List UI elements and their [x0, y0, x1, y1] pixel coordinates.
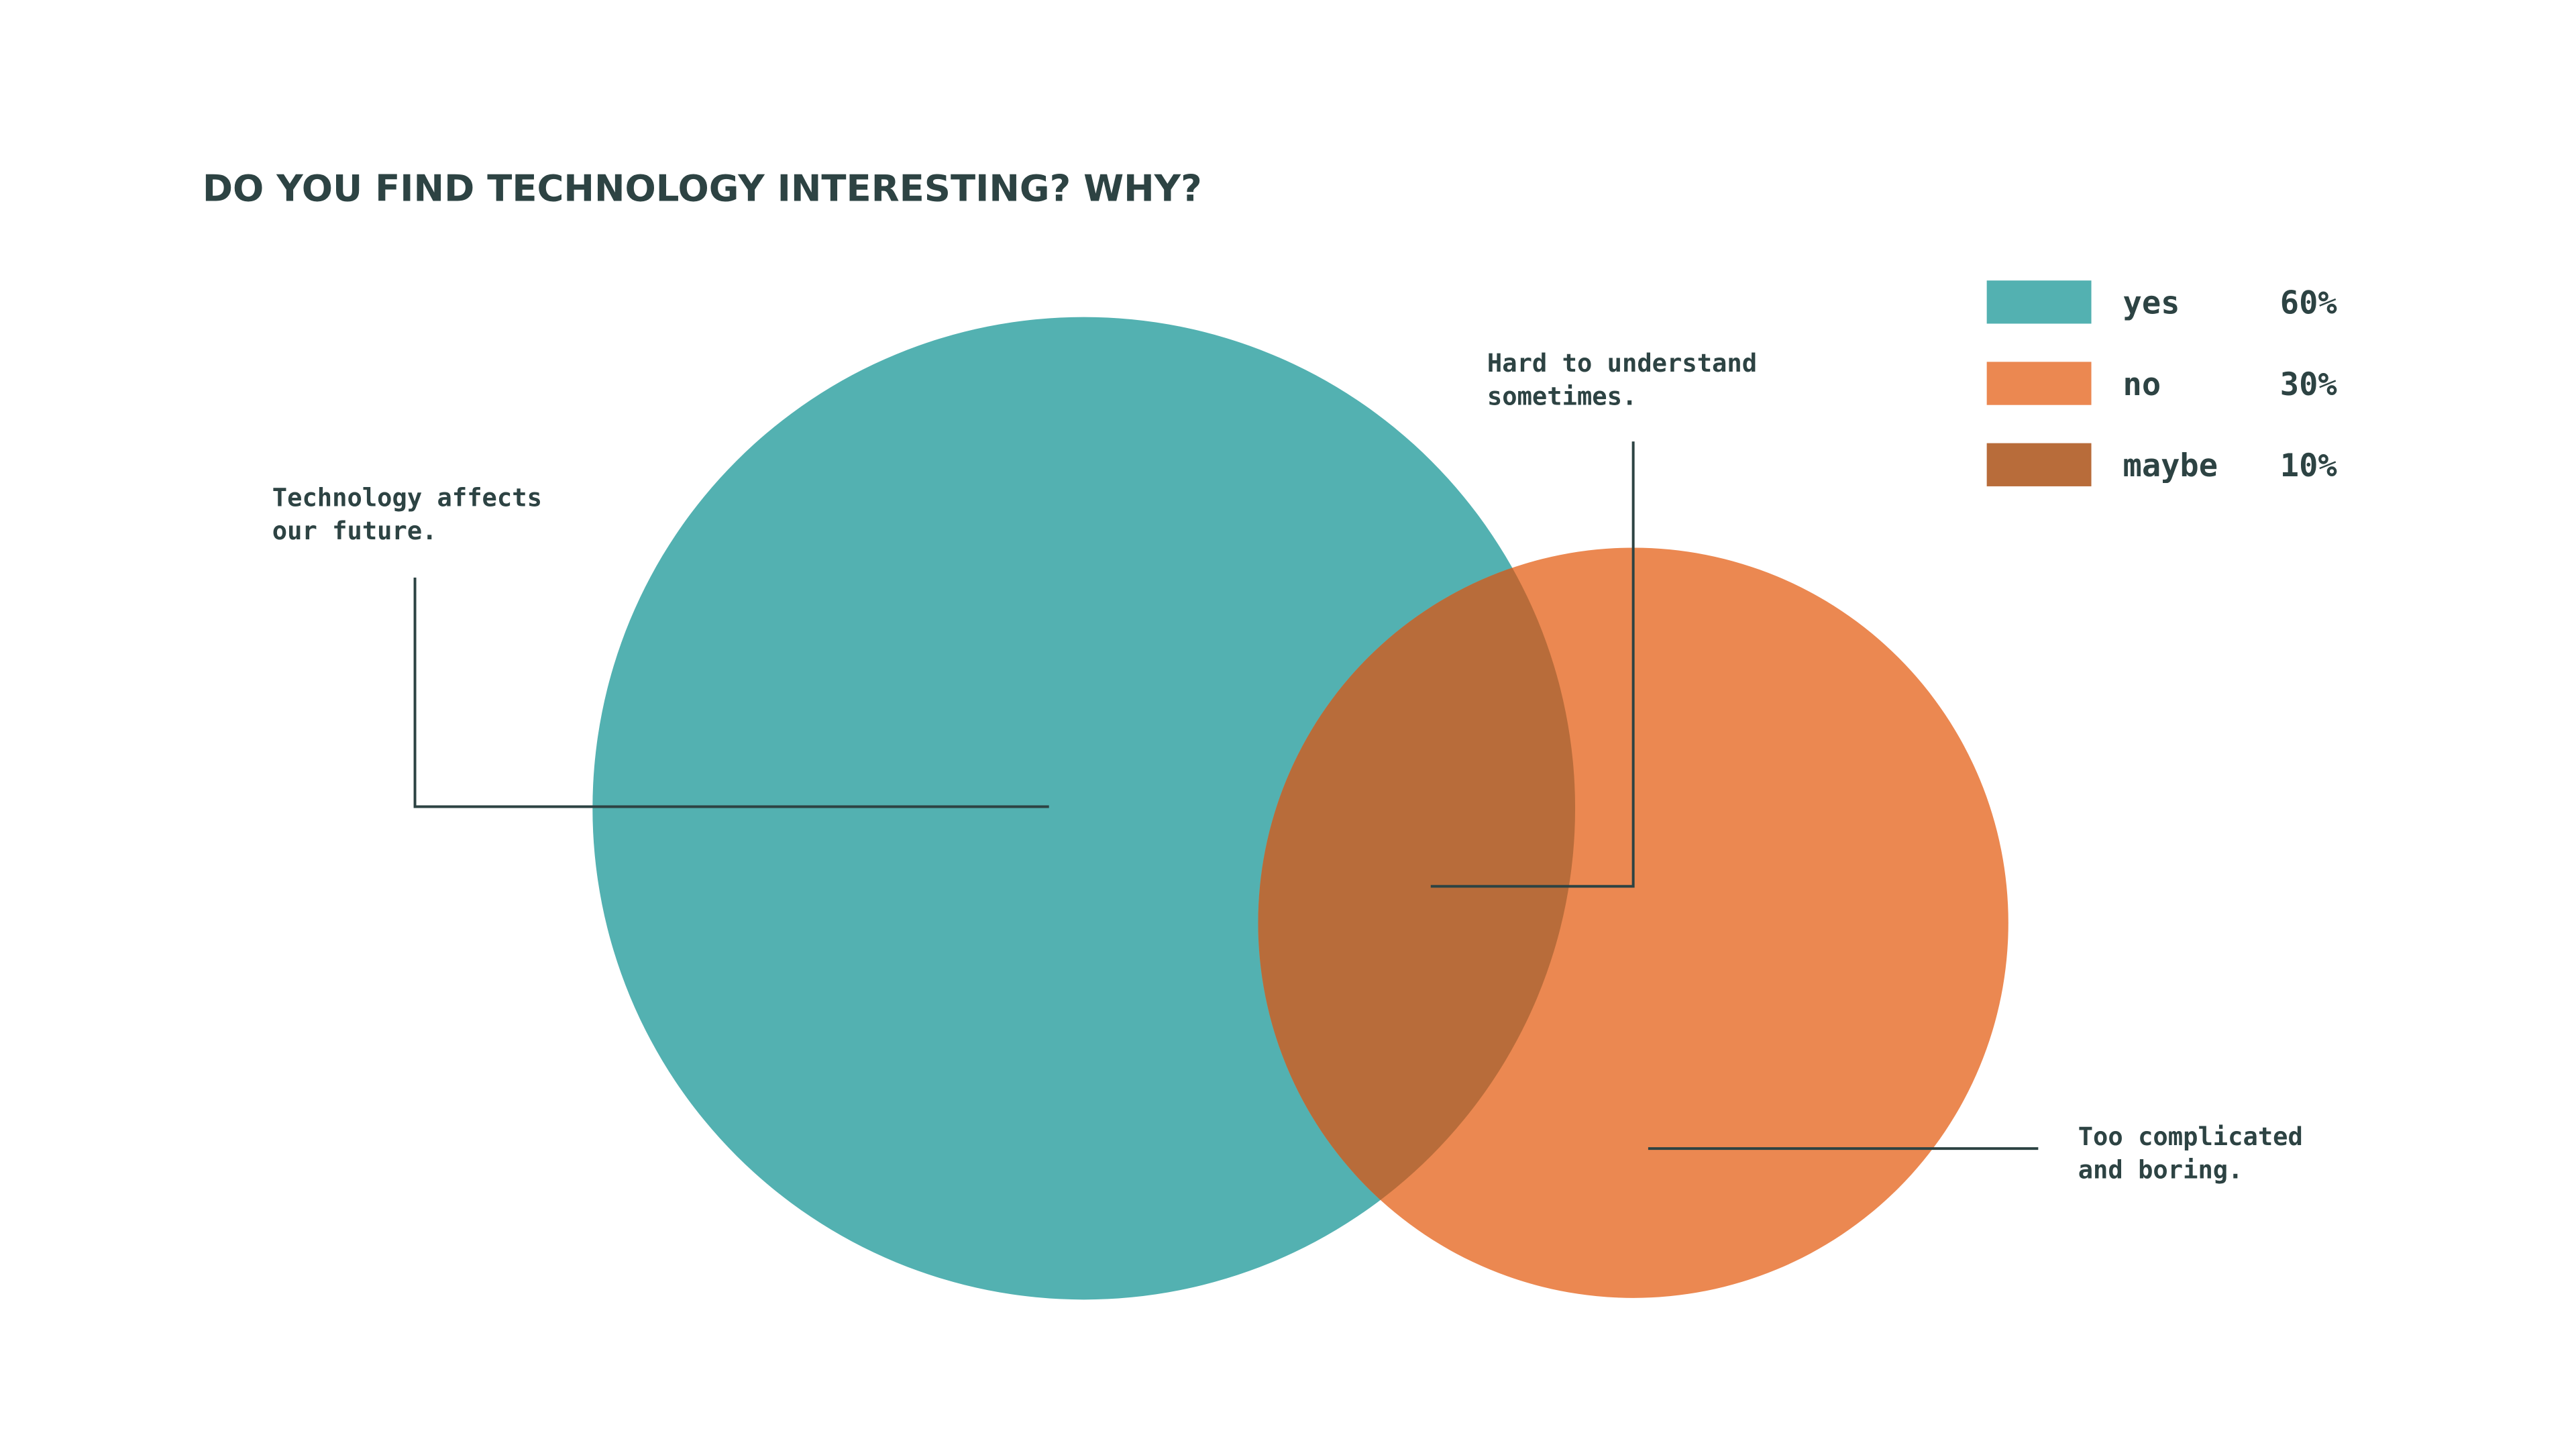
leader-line	[413, 578, 1049, 808]
legend-value: 10%	[2280, 447, 2337, 484]
legend-value: 30%	[2280, 366, 2337, 403]
chart-title: DO YOU FIND TECHNOLOGY INTERESTING? WHY?	[203, 166, 1202, 209]
legend-swatch	[1986, 443, 2092, 486]
annotation: and boring.	[2078, 1156, 2243, 1185]
legend-label: yes	[2123, 285, 2180, 322]
legend-swatch	[1986, 280, 2092, 324]
annotation: our future.	[272, 517, 437, 545]
legend-label: maybe	[2123, 447, 2218, 484]
annotation: Hard to understand	[1487, 349, 1757, 378]
annotation: sometimes.	[1487, 382, 1637, 411]
venn-overlap	[1258, 547, 1576, 1298]
annotation: Too complicated	[2078, 1122, 2303, 1151]
legend-swatch	[1986, 362, 2092, 405]
annotation: Technology affects	[272, 484, 542, 513]
leader-line	[1430, 441, 1635, 888]
legend-value: 60%	[2280, 285, 2337, 322]
legend-label: no	[2123, 366, 2161, 403]
